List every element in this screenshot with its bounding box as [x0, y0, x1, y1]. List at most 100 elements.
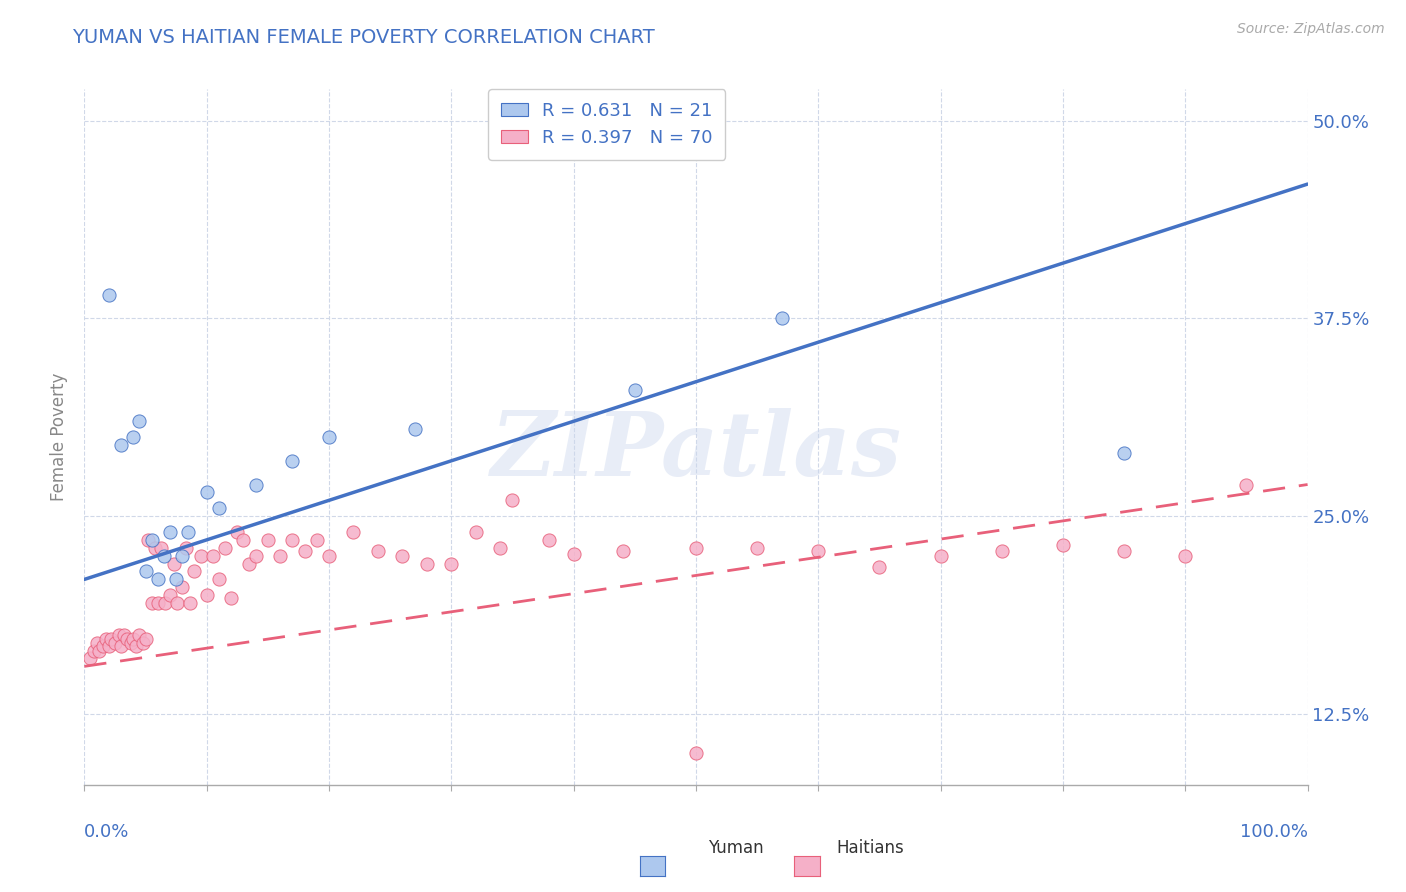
Point: [502, 493, 524, 508]
Point: [257, 533, 280, 547]
Point: [79, 651, 101, 665]
Point: [245, 477, 267, 491]
Text: 0.0%: 0.0%: [84, 823, 129, 841]
Point: [208, 573, 231, 587]
Point: [96, 632, 118, 647]
Point: [146, 596, 169, 610]
Point: [807, 544, 830, 558]
Point: [172, 580, 194, 594]
Point: [141, 533, 163, 547]
Point: [991, 544, 1014, 558]
Point: [612, 544, 634, 558]
Point: [166, 596, 188, 610]
Point: [179, 596, 201, 610]
Point: [159, 588, 181, 602]
Point: [150, 541, 173, 555]
Point: [238, 557, 260, 571]
Point: [125, 639, 148, 653]
Point: [135, 632, 157, 647]
Point: [165, 573, 187, 587]
Point: [135, 565, 157, 579]
Point: [97, 287, 120, 301]
Point: [318, 430, 340, 444]
Point: [318, 549, 340, 563]
Point: [97, 639, 120, 653]
Point: [143, 541, 166, 555]
Point: [190, 549, 212, 563]
Point: [112, 628, 135, 642]
Point: [232, 533, 254, 547]
Legend: R = 0.631   N = 21, R = 0.397   N = 70: R = 0.631 N = 21, R = 0.397 N = 70: [488, 89, 725, 160]
Point: [153, 596, 176, 610]
Point: [159, 524, 181, 539]
Y-axis label: Female Poverty: Female Poverty: [51, 373, 69, 501]
Point: [562, 547, 585, 561]
Point: [141, 596, 163, 610]
Point: [195, 485, 218, 500]
Text: 100.0%: 100.0%: [1240, 823, 1308, 841]
Point: [128, 628, 150, 642]
Point: [538, 533, 561, 547]
Point: [83, 643, 105, 657]
Point: [685, 747, 707, 761]
Point: [367, 544, 389, 558]
Point: [1114, 544, 1136, 558]
Point: [685, 541, 707, 555]
Point: [305, 533, 328, 547]
Point: [86, 635, 108, 649]
Point: [104, 635, 127, 649]
Point: [342, 524, 364, 539]
Point: [172, 549, 194, 563]
Point: [869, 559, 891, 574]
Point: [122, 632, 145, 647]
Point: [120, 635, 142, 649]
Point: [110, 438, 132, 452]
Point: [128, 414, 150, 428]
Point: [115, 632, 138, 647]
Point: [245, 549, 267, 563]
Point: [136, 533, 159, 547]
Text: Source: ZipAtlas.com: Source: ZipAtlas.com: [1237, 22, 1385, 37]
Point: [1052, 538, 1074, 552]
Point: [177, 524, 200, 539]
Point: [416, 557, 439, 571]
Point: [281, 533, 304, 547]
Point: [201, 549, 224, 563]
Point: [770, 311, 793, 326]
Point: [624, 383, 647, 397]
Point: [132, 635, 155, 649]
Point: [929, 549, 952, 563]
Point: [440, 557, 463, 571]
Point: [1174, 549, 1197, 563]
Point: [219, 591, 242, 606]
Point: [100, 632, 122, 647]
Point: [464, 524, 486, 539]
Point: [107, 628, 129, 642]
Point: [391, 549, 413, 563]
Point: [214, 541, 236, 555]
Point: [91, 639, 114, 653]
Point: [1114, 446, 1136, 460]
Text: ZIPatlas: ZIPatlas: [491, 408, 901, 494]
Point: [404, 422, 426, 436]
Point: [122, 430, 145, 444]
Point: [183, 565, 205, 579]
Point: [489, 541, 512, 555]
Point: [747, 541, 769, 555]
Point: [146, 573, 169, 587]
Text: YUMAN VS HAITIAN FEMALE POVERTY CORRELATION CHART: YUMAN VS HAITIAN FEMALE POVERTY CORRELAT…: [72, 29, 655, 47]
Point: [153, 549, 176, 563]
Point: [87, 643, 110, 657]
Point: [208, 501, 231, 516]
Point: [1236, 477, 1258, 491]
Point: [281, 454, 304, 468]
Text: Haitians: Haitians: [837, 838, 904, 856]
Point: [174, 541, 197, 555]
Text: Yuman: Yuman: [709, 838, 763, 856]
Point: [110, 639, 132, 653]
Point: [195, 588, 218, 602]
Point: [163, 557, 186, 571]
Point: [269, 549, 291, 563]
Point: [226, 524, 249, 539]
Point: [294, 544, 316, 558]
